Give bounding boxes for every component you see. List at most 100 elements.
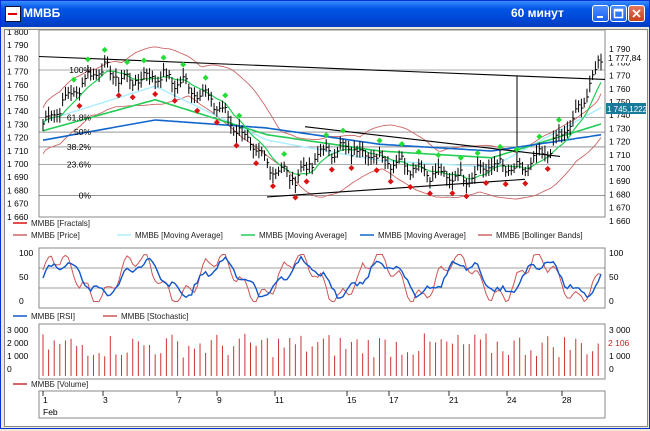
y-tick-label-right: 1 770 bbox=[609, 71, 631, 81]
osc-y-tick-right: 0 bbox=[609, 296, 614, 306]
month-label: Feb bbox=[43, 407, 58, 417]
fibonacci-retracement: 100% 61.8% 50% 38.2% 23.6% 0% bbox=[67, 65, 92, 201]
window-title: ММВБ bbox=[23, 6, 61, 20]
fractal-up-marker bbox=[70, 76, 77, 83]
osc-y-tick-left: 0 bbox=[19, 296, 24, 306]
volume-y-tick-left: 1 000 bbox=[7, 351, 29, 361]
fractal-up-marker bbox=[236, 112, 243, 119]
y-tick-label: 1 750 bbox=[7, 93, 29, 103]
y-tick-label-right: 1 710 bbox=[609, 150, 631, 160]
maximize-button[interactable] bbox=[610, 5, 627, 22]
price-panel[interactable] bbox=[38, 29, 606, 218]
volume-y-tick-right: 1 000 bbox=[609, 351, 631, 361]
fractal-up-marker bbox=[398, 140, 405, 147]
chart-area[interactable]: 100% 61.8% 50% 38.2% 23.6% 0% 1 800 1 790 1 780… bbox=[4, 27, 648, 427]
x-tick-label: 15 bbox=[347, 395, 357, 405]
minimize-button[interactable] bbox=[592, 5, 609, 22]
y-tick-label: 1 700 bbox=[7, 159, 29, 169]
price-tag-last: 1 777,84 bbox=[608, 53, 641, 63]
x-tick-label: 28 bbox=[562, 395, 572, 405]
fractal-down-marker bbox=[387, 178, 394, 185]
price-grid bbox=[39, 69, 605, 196]
price-y-axis: 1 800 1 790 1 780 1 770 1 760 1 750 1 740 1 730… bbox=[7, 27, 631, 226]
fractal-down-marker bbox=[544, 165, 551, 172]
fib-level-label: 23.6% bbox=[67, 160, 92, 170]
fractal-down-marker bbox=[213, 119, 220, 126]
fractal-up-marker bbox=[340, 127, 347, 134]
fractal-up-marker bbox=[124, 59, 131, 66]
fib-level-label: 38.2% bbox=[67, 142, 92, 152]
y-tick-label-right: 1 690 bbox=[609, 176, 631, 186]
fractal-down-marker bbox=[233, 142, 240, 149]
y-tick-label: 1 670 bbox=[7, 199, 29, 209]
fractal-down-marker bbox=[152, 91, 159, 98]
fractal-up-marker bbox=[101, 46, 108, 53]
volume-panel[interactable] bbox=[38, 323, 606, 380]
close-button[interactable] bbox=[628, 5, 645, 22]
fractal-up-marker bbox=[513, 146, 520, 153]
fractal-up-marker bbox=[474, 150, 481, 157]
resistance-trendline bbox=[38, 55, 606, 80]
fractal-down-marker bbox=[348, 165, 355, 172]
y-tick-label-right: 1 750 bbox=[609, 97, 631, 107]
fractal-up-marker bbox=[140, 57, 147, 64]
x-tick-label: 7 bbox=[177, 395, 182, 405]
fractal-down-marker bbox=[253, 160, 260, 167]
legend-label: ММВБ [Fractals] bbox=[31, 219, 90, 228]
fractal-down-marker bbox=[407, 184, 414, 191]
fractal-up-marker bbox=[555, 116, 562, 123]
y-tick-label: 1 730 bbox=[7, 119, 29, 129]
legend-label: ММВБ [Price] bbox=[31, 231, 80, 240]
legend-label: ММВБ [Stochastic] bbox=[121, 312, 189, 321]
fractal-down-marker bbox=[373, 167, 380, 174]
fractal-up-marker bbox=[415, 148, 422, 155]
y-tick-label: 1 760 bbox=[7, 80, 29, 90]
y-tick-label: 1 690 bbox=[7, 172, 29, 182]
fractal-down-marker bbox=[522, 180, 529, 187]
fractal-up-marker bbox=[323, 132, 330, 139]
y-tick-label: 1 710 bbox=[7, 146, 29, 156]
fractal-down-marker bbox=[129, 94, 136, 101]
y-tick-label: 1 780 bbox=[7, 53, 29, 63]
y-tick-label-right: 1 700 bbox=[609, 163, 631, 173]
osc-y-tick-right: 50 bbox=[609, 272, 619, 282]
y-tick-label: 1 720 bbox=[7, 133, 29, 143]
fractal-up-marker bbox=[376, 137, 383, 144]
volume-y-tick-left: 2 000 bbox=[7, 338, 29, 348]
fractal-down-marker bbox=[76, 102, 83, 109]
fractal-down-marker bbox=[194, 107, 201, 114]
osc-y-tick-left: 100 bbox=[19, 248, 33, 258]
x-tick-label: 1 bbox=[43, 395, 48, 405]
volume-y-tick-left: 0 bbox=[7, 364, 12, 374]
y-tick-label-right: 1 740 bbox=[609, 110, 631, 120]
oscillator-panel[interactable] bbox=[38, 247, 606, 309]
title-bar[interactable]: ММВБ 60 минут bbox=[1, 1, 649, 27]
y-tick-label-right: 1 730 bbox=[609, 123, 631, 133]
price-tag-ma: 1 745,1222 bbox=[607, 105, 647, 114]
fib-level-label: 50% bbox=[74, 127, 91, 137]
fractal-down-marker bbox=[449, 190, 456, 197]
y-tick-label-right: 1 680 bbox=[609, 189, 631, 199]
y-tick-label-right: 1 660 bbox=[609, 216, 631, 226]
oscillator-legend: ММВБ [RSI] ММВБ [Stochastic] bbox=[13, 312, 189, 321]
fractal-down-marker bbox=[115, 92, 122, 99]
x-axis-labels: 1 3 7 9 11 15 17 21 24 28 bbox=[42, 391, 572, 405]
fractal-up-marker bbox=[202, 74, 209, 81]
legend-label: ММВБ [Moving Average] bbox=[135, 231, 223, 240]
fractal-down-marker bbox=[483, 180, 490, 187]
ma-fast-line bbox=[42, 85, 602, 168]
legend-label: ММВБ [Moving Average] bbox=[378, 231, 466, 240]
volume-y-tick-right: 0 bbox=[609, 364, 614, 374]
fractal-down-marker bbox=[171, 97, 178, 104]
legend-label: ММВБ [Moving Average] bbox=[259, 231, 347, 240]
x-tick-label: 3 bbox=[103, 395, 108, 405]
fractal-down-marker bbox=[463, 193, 470, 200]
osc-y-tick-left: 50 bbox=[19, 272, 29, 282]
ma-slow-line bbox=[42, 119, 602, 152]
maximize-icon bbox=[613, 8, 624, 19]
volume-y-tick-left: 3 000 bbox=[7, 325, 29, 335]
volume-y-tick-right: 3 000 bbox=[609, 325, 631, 335]
y-tick-label-right: 1 790 bbox=[609, 44, 631, 54]
